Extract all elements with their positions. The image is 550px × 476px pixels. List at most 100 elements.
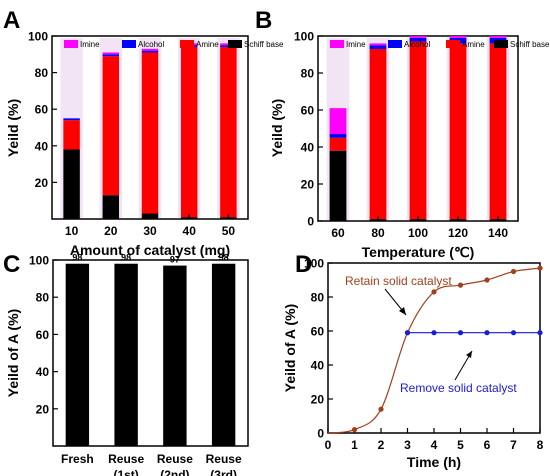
panel-b-x-axis-label: Temperature (℃) (362, 244, 475, 260)
panel-a-legend-swatch (122, 40, 136, 48)
panel-d-x-axis-label: Time (h) (407, 454, 461, 470)
panel-b-bar-imine (369, 43, 387, 46)
panel-a-legend-swatch (180, 40, 194, 48)
panel-a-ytick-label: 100 (28, 30, 48, 44)
panel-a-bar-alcohol (63, 118, 80, 121)
panel-a-bar-schiff-base (63, 149, 80, 219)
panel-b-bar-imine (489, 36, 507, 38)
panel-a-legend-label: Alcohol (138, 40, 164, 49)
panel-b-bar-amine (489, 43, 507, 220)
panel-d-ytick-label: 0 (317, 427, 324, 441)
panel-d-remove-point (484, 330, 490, 336)
panel-d-remove-point (537, 330, 543, 336)
panel-d-remove-point (510, 330, 517, 336)
panel-a-legend-label: Schiff base (244, 40, 284, 49)
panel-a-xtick-label: 40 (183, 224, 197, 238)
panel-d-xtick-label: 7 (510, 438, 517, 452)
panel-b-bar-alcohol (369, 45, 387, 49)
panel-c-ytick-label: 40 (36, 365, 50, 379)
panel-d-plot-frame (327, 262, 541, 434)
panel-a-bar-amine (220, 46, 237, 218)
panel-c-xtick-label: (3rd) (210, 468, 237, 476)
panel-d-annotation-remove: Remove solid catalyst (400, 381, 517, 395)
panel-a-bar-imine (141, 48, 159, 51)
panel-d-retain-point (484, 277, 490, 283)
panel-d-remove-point (457, 330, 464, 336)
panel-d-xtick-label: 5 (457, 438, 464, 452)
panel-a-ytick-label: 40 (35, 139, 49, 153)
panel-a-bar-amine (102, 56, 120, 196)
panel-b-bar-amine (329, 137, 347, 151)
panel-a-xtick-label: 20 (104, 224, 118, 238)
panel-letter-c: C (3, 251, 20, 278)
panel-c-data-label: 98 (219, 253, 229, 263)
panel-a-bar-schiff-base (102, 195, 120, 219)
panel-b-legend-swatch (330, 40, 344, 48)
panel-a-legend-label: Amine (196, 40, 219, 49)
panel-d-xtick-label: 4 (431, 438, 438, 452)
panel-c-plot-frame (52, 259, 249, 447)
panel-d-retain-point (457, 282, 464, 288)
panel-d-arrowhead-remove (466, 351, 472, 358)
panel-letter-a: A (3, 7, 20, 34)
panel-d-xtick-label: 0 (325, 438, 332, 452)
panel-a-ytick-label: 80 (35, 66, 49, 80)
panel-a-xtick-label: 10 (65, 224, 79, 238)
panel-b-legend-swatch (446, 40, 460, 48)
panel-b-xtick-label: 80 (371, 226, 385, 240)
panel-b-legend-label: Amine (462, 40, 485, 49)
panel-d-xtick-label: 2 (378, 438, 385, 452)
panel-b-ytick-label: 20 (301, 178, 315, 192)
panel-b-xtick-label: 140 (488, 226, 508, 240)
panel-d-remove-point (431, 330, 437, 336)
panel-b-legend-label: Imine (346, 40, 366, 49)
panel-c-ytick-label: 80 (36, 291, 50, 305)
panel-d-arrowhead-retain (399, 307, 406, 315)
panel-c-xtick-label: Reuse (157, 452, 193, 466)
panel-b-xtick-label: 100 (408, 226, 428, 240)
panel-a-legend-swatch (228, 40, 242, 48)
panel-c-ytick-label: 60 (36, 328, 50, 342)
panel-b-bar-imine (449, 36, 467, 38)
panel-c-data-label: 98 (72, 253, 82, 263)
panel-b-bar-amine (409, 41, 427, 220)
panel-b-ytick-label: 40 (301, 141, 315, 155)
panel-d-retain-point (351, 427, 358, 433)
panel-b-chart: 0 20 40 60 80 100 60 80 100 120 140 Imine Alcohol Ami… (269, 30, 550, 261)
panel-a-bar-amine (63, 120, 80, 150)
panel-d-xtick-label: 3 (404, 438, 411, 452)
panel-c-data-label: 98 (121, 253, 131, 263)
panel-a-legend-label: Imine (80, 40, 100, 49)
panel-a-xtick-label: 50 (222, 224, 236, 238)
panel-b-xtick-label: 60 (331, 226, 345, 240)
panel-b-ytick-label: 60 (301, 104, 315, 118)
panel-c-data-label: 97 (170, 255, 180, 265)
panel-b-bar-amine (369, 48, 387, 220)
panel-d-ytick-label: 60 (311, 325, 325, 339)
panel-c-bar (114, 263, 138, 446)
panel-c-xtick-label: (1st) (113, 468, 138, 476)
panel-d-y-axis-label: Yeild of A (%) (282, 304, 298, 392)
panel-a-ytick-label: 20 (35, 176, 49, 190)
panel-letter-d: D (295, 251, 312, 278)
panel-b-xtick-label: 120 (448, 226, 468, 240)
panel-d-ytick-label: 40 (311, 359, 325, 373)
panel-d-xtick-label: 8 (537, 438, 544, 452)
panel-b-y-axis-label: Yeild (%) (269, 99, 285, 157)
panel-b-bar-schiff-base (329, 150, 347, 221)
panel-a-bar-alcohol (141, 50, 159, 53)
panel-d-retain-point (378, 406, 384, 412)
panel-d-chart: 0 20 40 60 80 100 0 1 2 3 4 5 6 7 8 Retain solid cataly… (282, 257, 544, 471)
panel-a-bar-alcohol (102, 54, 120, 57)
panel-a-bar-imine (102, 52, 120, 55)
panel-a-xtick-label: 30 (143, 224, 157, 238)
panel-d-retain-point (537, 265, 543, 271)
panel-b-bar-alcohol (409, 37, 427, 42)
panel-c-chart: 20 40 60 80 100 98 Fresh 98 Reuse (1st) 97 Reuse (2n… (5, 253, 249, 476)
panel-a-y-axis-label: Yeild (%) (5, 99, 21, 157)
panel-d-xtick-label: 6 (484, 438, 491, 452)
panel-c-bar (163, 265, 187, 446)
panel-a-ytick-label: 60 (35, 103, 49, 117)
panel-c-ytick-label: 100 (29, 254, 49, 268)
